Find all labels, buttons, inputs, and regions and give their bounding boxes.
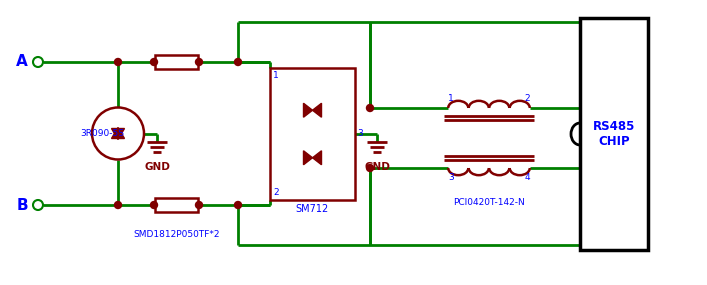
Polygon shape <box>112 129 124 139</box>
Circle shape <box>33 57 43 67</box>
Polygon shape <box>303 103 312 117</box>
Circle shape <box>92 107 144 160</box>
Polygon shape <box>112 127 124 139</box>
Circle shape <box>115 201 122 209</box>
Text: 2: 2 <box>525 94 530 103</box>
Text: 3R090-5S: 3R090-5S <box>80 129 124 138</box>
Text: GND: GND <box>144 162 170 172</box>
Text: B: B <box>16 198 28 213</box>
Bar <box>580 18 648 250</box>
Text: SMD1812P050TF*2: SMD1812P050TF*2 <box>133 230 220 239</box>
Circle shape <box>235 58 242 66</box>
Polygon shape <box>312 151 322 165</box>
Text: GND: GND <box>364 162 390 172</box>
Circle shape <box>366 164 373 172</box>
Circle shape <box>151 201 158 209</box>
Text: PCI0420T-142-N: PCI0420T-142-N <box>453 198 525 207</box>
Text: 2: 2 <box>273 188 279 197</box>
Bar <box>270 68 355 200</box>
Circle shape <box>196 201 202 209</box>
Circle shape <box>33 200 43 210</box>
Text: 3: 3 <box>357 129 363 139</box>
Bar <box>155 198 198 212</box>
Text: 3: 3 <box>448 173 454 182</box>
Text: SM712: SM712 <box>296 204 329 214</box>
Circle shape <box>235 201 242 209</box>
Text: A: A <box>16 54 28 70</box>
Circle shape <box>196 58 202 66</box>
Circle shape <box>366 105 373 111</box>
Text: 1: 1 <box>448 94 454 103</box>
Circle shape <box>151 58 158 66</box>
Bar <box>155 55 198 69</box>
Polygon shape <box>303 151 312 165</box>
Text: 1: 1 <box>273 71 279 80</box>
Text: RS485
CHIP: RS485 CHIP <box>592 120 635 148</box>
Text: 4: 4 <box>525 173 530 182</box>
Circle shape <box>115 58 122 66</box>
Polygon shape <box>312 103 322 117</box>
Circle shape <box>115 131 120 136</box>
